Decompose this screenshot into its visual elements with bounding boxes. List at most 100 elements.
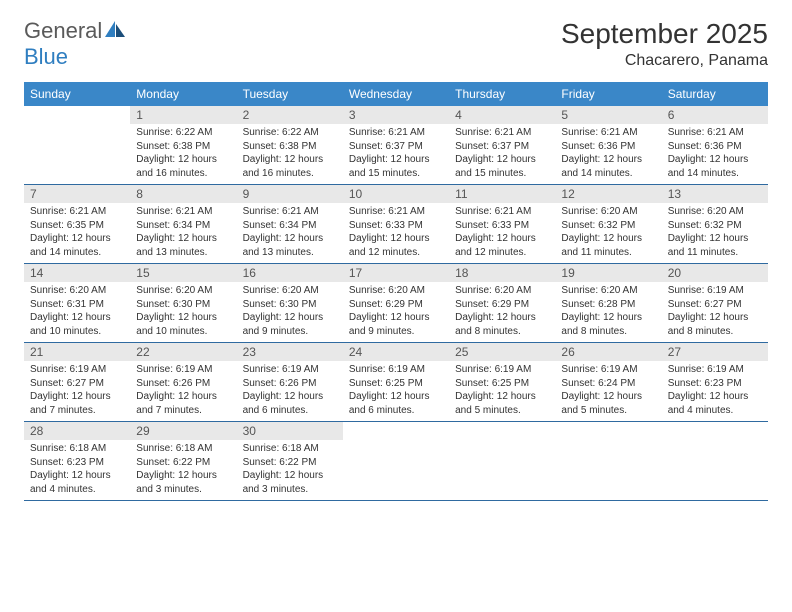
day-number: 27 xyxy=(662,343,768,361)
day-body: Sunrise: 6:21 AMSunset: 6:36 PMDaylight:… xyxy=(555,124,661,184)
sunrise-text: Sunrise: 6:21 AM xyxy=(349,205,443,219)
day-body: Sunrise: 6:18 AMSunset: 6:23 PMDaylight:… xyxy=(24,440,130,500)
calendar-day-cell: 3Sunrise: 6:21 AMSunset: 6:37 PMDaylight… xyxy=(343,106,449,185)
day-number: 30 xyxy=(237,422,343,440)
sunset-text: Sunset: 6:37 PM xyxy=(349,140,443,154)
day-number: 13 xyxy=(662,185,768,203)
day-number: 6 xyxy=(662,106,768,124)
day-body: Sunrise: 6:20 AMSunset: 6:31 PMDaylight:… xyxy=(24,282,130,342)
sunset-text: Sunset: 6:28 PM xyxy=(561,298,655,312)
brand-part1: General xyxy=(24,18,102,43)
day-number: 8 xyxy=(130,185,236,203)
calendar-day-cell: 16Sunrise: 6:20 AMSunset: 6:30 PMDayligh… xyxy=(237,264,343,343)
calendar-day-cell: 4Sunrise: 6:21 AMSunset: 6:37 PMDaylight… xyxy=(449,106,555,185)
weekday-tuesday: Tuesday xyxy=(237,82,343,106)
sunrise-text: Sunrise: 6:21 AM xyxy=(30,205,124,219)
daylight-text: Daylight: 12 hours and 14 minutes. xyxy=(30,232,124,259)
day-body: Sunrise: 6:19 AMSunset: 6:25 PMDaylight:… xyxy=(449,361,555,421)
day-body: Sunrise: 6:21 AMSunset: 6:34 PMDaylight:… xyxy=(130,203,236,263)
day-body: Sunrise: 6:21 AMSunset: 6:33 PMDaylight:… xyxy=(343,203,449,263)
sunset-text: Sunset: 6:29 PM xyxy=(349,298,443,312)
daylight-text: Daylight: 12 hours and 3 minutes. xyxy=(243,469,337,496)
sunset-text: Sunset: 6:32 PM xyxy=(561,219,655,233)
sunset-text: Sunset: 6:27 PM xyxy=(668,298,762,312)
sunrise-text: Sunrise: 6:21 AM xyxy=(136,205,230,219)
day-number: 14 xyxy=(24,264,130,282)
sunrise-text: Sunrise: 6:19 AM xyxy=(668,363,762,377)
day-body: Sunrise: 6:20 AMSunset: 6:29 PMDaylight:… xyxy=(449,282,555,342)
day-number: 25 xyxy=(449,343,555,361)
day-number: 29 xyxy=(130,422,236,440)
day-number: 22 xyxy=(130,343,236,361)
calendar-day-cell: 13Sunrise: 6:20 AMSunset: 6:32 PMDayligh… xyxy=(662,185,768,264)
calendar-week-row: 7Sunrise: 6:21 AMSunset: 6:35 PMDaylight… xyxy=(24,185,768,264)
calendar-day-cell: 18Sunrise: 6:20 AMSunset: 6:29 PMDayligh… xyxy=(449,264,555,343)
sunrise-text: Sunrise: 6:21 AM xyxy=(455,126,549,140)
month-title: September 2025 xyxy=(561,18,768,50)
day-body: Sunrise: 6:22 AMSunset: 6:38 PMDaylight:… xyxy=(237,124,343,184)
calendar-day-cell: 11Sunrise: 6:21 AMSunset: 6:33 PMDayligh… xyxy=(449,185,555,264)
calendar-day-cell: 23Sunrise: 6:19 AMSunset: 6:26 PMDayligh… xyxy=(237,343,343,422)
sunset-text: Sunset: 6:37 PM xyxy=(455,140,549,154)
day-body xyxy=(24,110,130,116)
sunset-text: Sunset: 6:26 PM xyxy=(136,377,230,391)
day-number: 15 xyxy=(130,264,236,282)
brand-part2: Blue xyxy=(24,44,68,69)
day-body: Sunrise: 6:19 AMSunset: 6:26 PMDaylight:… xyxy=(237,361,343,421)
calendar-day-cell xyxy=(24,106,130,185)
day-number: 7 xyxy=(24,185,130,203)
day-body: Sunrise: 6:21 AMSunset: 6:37 PMDaylight:… xyxy=(343,124,449,184)
calendar-day-cell: 30 Sunrise: 6:18 AMSunset: 6:22 PMDayligh… xyxy=(237,422,343,501)
sunset-text: Sunset: 6:22 PM xyxy=(243,456,337,470)
day-number: 2 xyxy=(237,106,343,124)
day-body: Sunrise: 6:20 AMSunset: 6:30 PMDaylight:… xyxy=(130,282,236,342)
daylight-text: Daylight: 12 hours and 11 minutes. xyxy=(668,232,762,259)
daylight-text: Daylight: 12 hours and 7 minutes. xyxy=(30,390,124,417)
calendar-week-row: 1Sunrise: 6:22 AMSunset: 6:38 PMDaylight… xyxy=(24,106,768,185)
calendar-day-cell: 28Sunrise: 6:18 AMSunset: 6:23 PMDayligh… xyxy=(24,422,130,501)
day-body: Sunrise: 6:19 AMSunset: 6:25 PMDaylight:… xyxy=(343,361,449,421)
sunset-text: Sunset: 6:26 PM xyxy=(243,377,337,391)
day-number: 18 xyxy=(449,264,555,282)
sunrise-text: Sunrise: 6:19 AM xyxy=(243,363,337,377)
day-body xyxy=(555,426,661,432)
day-number: 10 xyxy=(343,185,449,203)
calendar-day-cell: 10Sunrise: 6:21 AMSunset: 6:33 PMDayligh… xyxy=(343,185,449,264)
sunset-text: Sunset: 6:38 PM xyxy=(243,140,337,154)
brand-sail-icon xyxy=(104,20,126,38)
sunrise-text: Sunrise: 6:21 AM xyxy=(243,205,337,219)
day-body: Sunrise: 6:20 AMSunset: 6:29 PMDaylight:… xyxy=(343,282,449,342)
day-body: Sunrise: 6:21 AMSunset: 6:33 PMDaylight:… xyxy=(449,203,555,263)
sunset-text: Sunset: 6:34 PM xyxy=(243,219,337,233)
sunrise-text: Sunrise: 6:18 AM xyxy=(243,442,337,456)
sunrise-text: Sunrise: 6:21 AM xyxy=(349,126,443,140)
daylight-text: Daylight: 12 hours and 11 minutes. xyxy=(561,232,655,259)
daylight-text: Daylight: 12 hours and 5 minutes. xyxy=(561,390,655,417)
page-header: General Blue September 2025 Chacarero, P… xyxy=(24,18,768,70)
sunset-text: Sunset: 6:27 PM xyxy=(30,377,124,391)
day-body: Sunrise: 6:21 AMSunset: 6:35 PMDaylight:… xyxy=(24,203,130,263)
sunrise-text: Sunrise: 6:19 AM xyxy=(561,363,655,377)
calendar-day-cell: 22Sunrise: 6:19 AMSunset: 6:26 PMDayligh… xyxy=(130,343,236,422)
calendar-week-row: 21Sunrise: 6:19 AMSunset: 6:27 PMDayligh… xyxy=(24,343,768,422)
day-number: 17 xyxy=(343,264,449,282)
calendar-day-cell: 1Sunrise: 6:22 AMSunset: 6:38 PMDaylight… xyxy=(130,106,236,185)
daylight-text: Daylight: 12 hours and 9 minutes. xyxy=(243,311,337,338)
daylight-text: Daylight: 12 hours and 8 minutes. xyxy=(561,311,655,338)
daylight-text: Daylight: 12 hours and 16 minutes. xyxy=(136,153,230,180)
calendar-week-row: 14Sunrise: 6:20 AMSunset: 6:31 PMDayligh… xyxy=(24,264,768,343)
day-body: Sunrise: 6:20 AMSunset: 6:30 PMDaylight:… xyxy=(237,282,343,342)
weekday-wednesday: Wednesday xyxy=(343,82,449,106)
sunset-text: Sunset: 6:35 PM xyxy=(30,219,124,233)
daylight-text: Daylight: 12 hours and 15 minutes. xyxy=(349,153,443,180)
brand-logo: General Blue xyxy=(24,18,126,70)
sunrise-text: Sunrise: 6:19 AM xyxy=(30,363,124,377)
day-body: Sunrise: 6:21 AMSunset: 6:37 PMDaylight:… xyxy=(449,124,555,184)
weekday-sunday: Sunday xyxy=(24,82,130,106)
sunrise-text: Sunrise: 6:19 AM xyxy=(668,284,762,298)
calendar-day-cell: 26Sunrise: 6:19 AMSunset: 6:24 PMDayligh… xyxy=(555,343,661,422)
sunrise-text: Sunrise: 6:20 AM xyxy=(561,205,655,219)
day-number: 5 xyxy=(555,106,661,124)
weekday-saturday: Saturday xyxy=(662,82,768,106)
day-number: 16 xyxy=(237,264,343,282)
